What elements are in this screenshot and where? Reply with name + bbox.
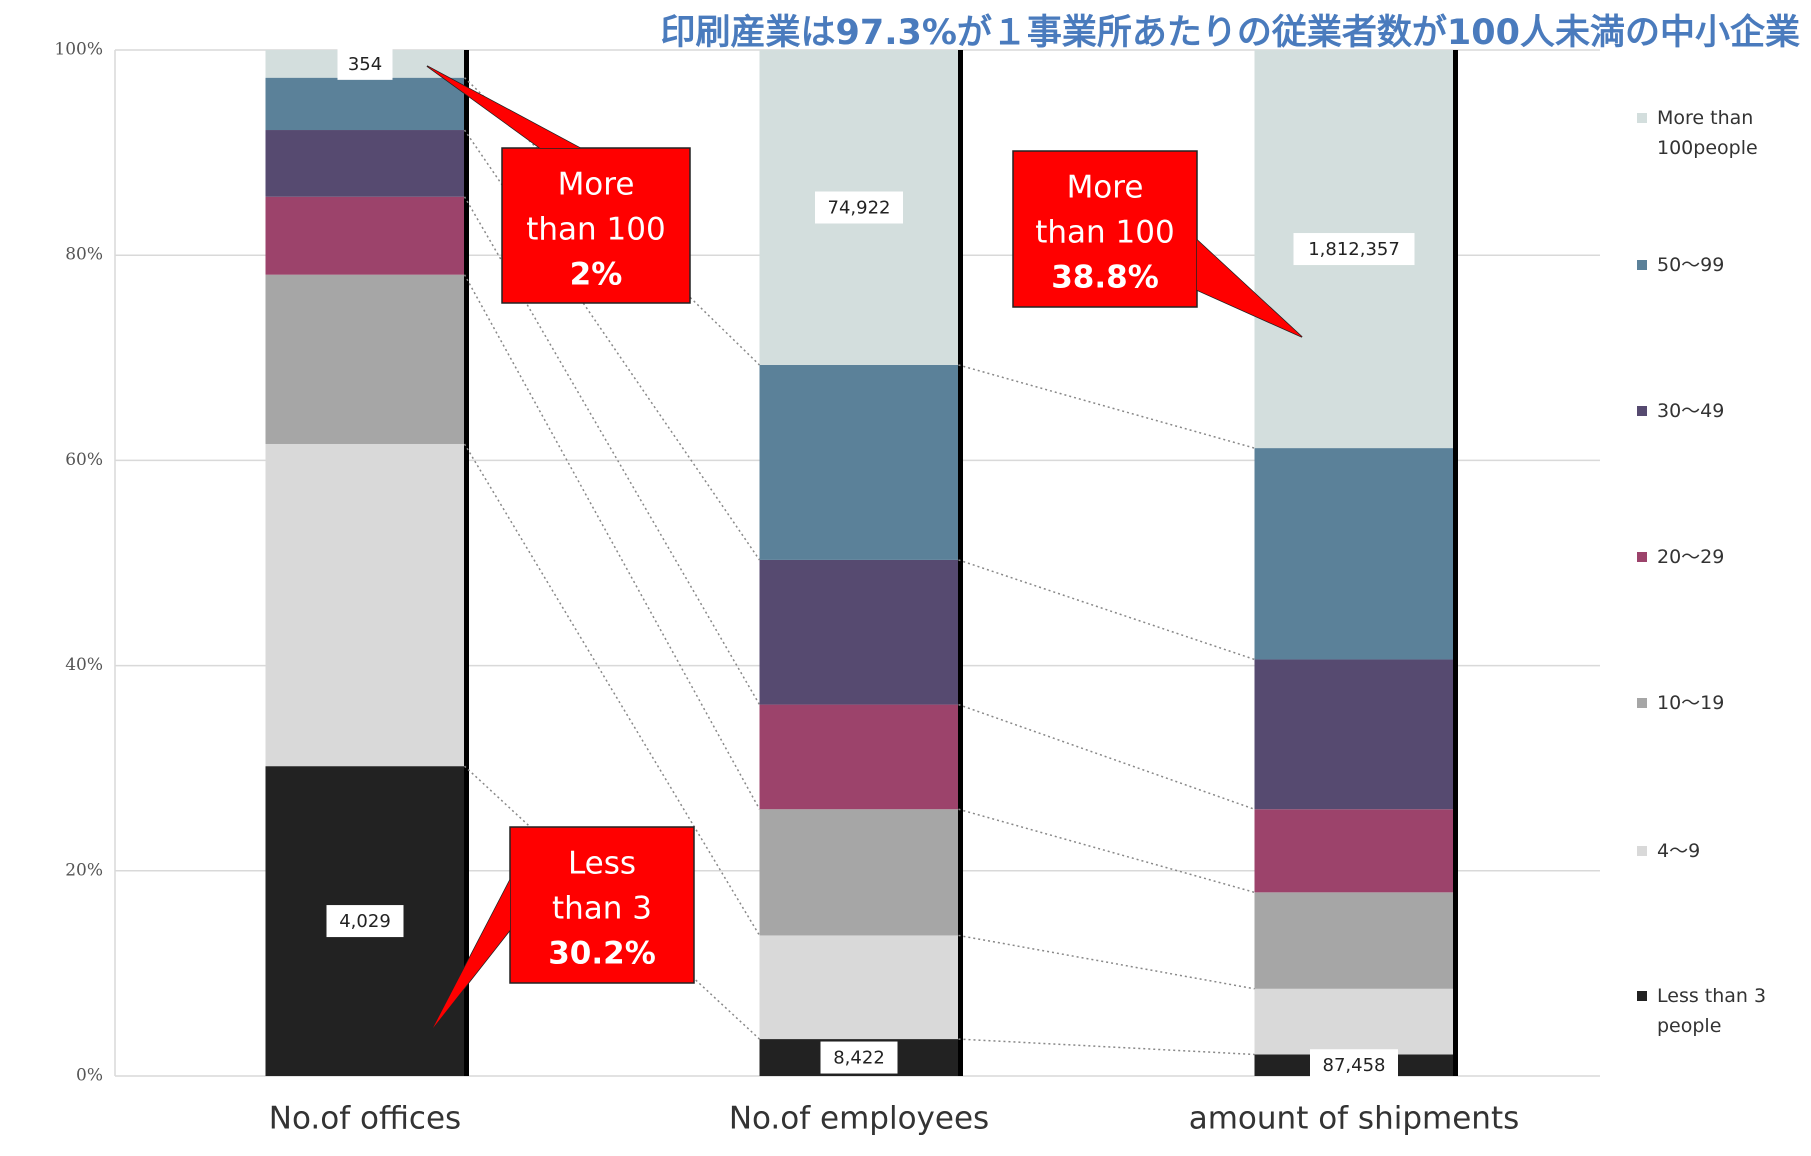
callout-text: 38.8% [1051,260,1159,296]
bar-segment [265,274,465,444]
callout-box [509,826,695,984]
x-tick-label: amount of shipments [1189,1101,1520,1137]
x-tick-label: No.of offices [269,1101,461,1137]
y-tick-label: 80% [65,245,103,265]
y-tick-label: 20% [65,860,103,880]
count-label-box [815,191,903,224]
connector [958,1038,1255,1056]
callout-text: Less [568,846,636,882]
legend-label: 20〜29 [1657,546,1725,568]
callout-text: 30.2% [548,936,656,972]
bar-segment [759,559,959,705]
count-label: 74,922 [828,197,891,218]
legend-label: More than 100people [1657,107,1758,159]
connector [463,443,761,936]
bar-segment [759,809,959,936]
bar-segment [1254,892,1454,989]
callout-text: than 3 [552,891,652,927]
callout-text: than 100 [526,212,665,248]
legend-label: 4〜9 [1657,840,1701,862]
count-label-box [1310,1049,1398,1082]
legend-item: 10〜19 [1637,688,1797,718]
callout-text: than 100 [1035,215,1174,251]
legend-swatch [1637,698,1647,708]
callout-text: More [558,167,635,203]
bar-segment [265,77,465,131]
legend-swatch [1637,406,1647,416]
bar-segment [265,130,465,197]
legend-swatch [1637,552,1647,562]
connector [958,364,1255,449]
bar-segment [1254,809,1454,893]
y-tick-label: 0% [76,1066,103,1086]
legend-label: 10〜19 [1657,692,1725,714]
callout-joint [427,66,580,148]
legend-item: 4〜9 [1637,836,1797,866]
legend-swatch [1637,991,1647,1001]
bar-segment [265,196,465,275]
count-label-box [820,1041,898,1074]
connector [463,274,761,810]
legend-item: 30〜49 [1637,396,1797,426]
bar-segment [759,704,959,810]
bar-segment [759,364,959,560]
y-tick-label: 100% [54,40,103,60]
x-tick-label: No.of employees [729,1101,989,1137]
callout-text: More [1067,170,1144,206]
count-label: 354 [348,54,382,75]
callout-joint [433,880,510,1028]
callout-box [1012,150,1198,308]
legend-label: Less than 3 people [1657,985,1767,1037]
chart-title: 印刷産業は97.3%が１事業所あたりの従業者数が100人未満の中小企業 [661,12,1801,53]
legend-label: 30〜49 [1657,400,1725,422]
count-label-box [326,905,404,938]
y-tick-label: 40% [65,655,103,675]
bar-segment [759,935,959,1040]
legend-swatch [1637,260,1647,270]
legend-item: 50〜99 [1637,250,1797,280]
bar-segment [1254,659,1454,810]
legend-item: Less than 3 people [1637,981,1797,1041]
count-label: 4,029 [339,911,391,932]
legend-swatch [1637,113,1647,123]
count-label-box [1293,233,1415,266]
callout-box [501,147,691,304]
count-label-box [337,47,393,80]
connector [958,934,1255,990]
callout-joint [1197,240,1302,337]
bar-segment [1254,988,1454,1055]
legend-swatch [1637,846,1647,856]
bar-segment [1254,448,1454,660]
connector [958,808,1255,894]
connector [958,559,1255,661]
legend-item: 20〜29 [1637,542,1797,572]
legend-item: More than 100people [1637,103,1797,163]
connector [958,703,1255,810]
legend-label: 50〜99 [1657,254,1725,276]
callout-text: 2% [570,257,623,293]
count-label: 1,812,357 [1308,239,1400,260]
bar-segment [265,443,465,767]
count-label: 87,458 [1323,1055,1386,1076]
y-tick-label: 60% [65,450,103,470]
count-label: 8,422 [833,1048,885,1069]
